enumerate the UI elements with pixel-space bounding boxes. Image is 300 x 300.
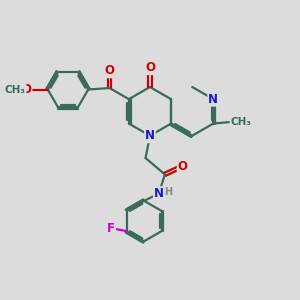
Text: N: N <box>208 93 218 106</box>
Text: O: O <box>21 83 32 96</box>
Text: N: N <box>145 129 155 142</box>
Text: F: F <box>107 222 115 235</box>
Text: O: O <box>178 160 188 172</box>
Text: CH₃: CH₃ <box>4 85 26 94</box>
Text: N: N <box>154 187 164 200</box>
Text: O: O <box>145 61 155 74</box>
Text: CH₃: CH₃ <box>230 117 251 127</box>
Text: O: O <box>105 64 115 77</box>
Text: H: H <box>164 187 172 197</box>
